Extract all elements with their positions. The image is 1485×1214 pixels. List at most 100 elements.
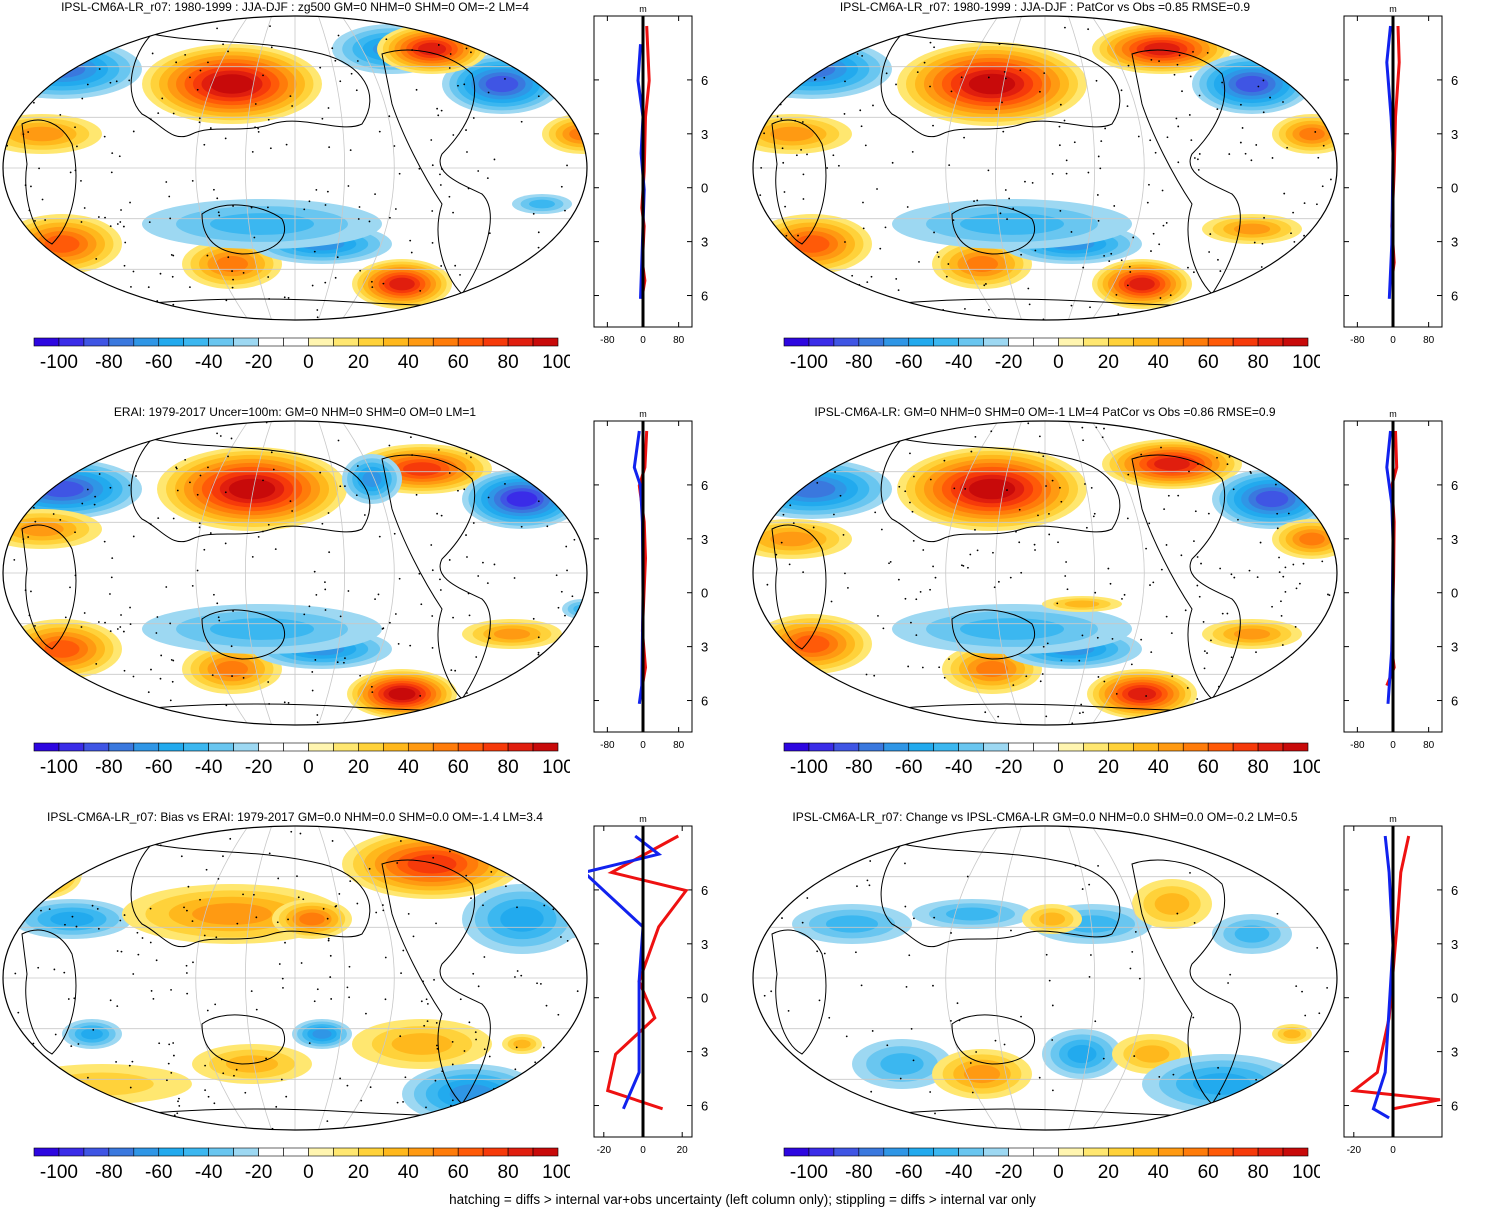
stipple-dot	[214, 1003, 217, 1006]
colorbar-tick-label: -20	[995, 1162, 1022, 1183]
colorbar-swatch	[1083, 742, 1109, 752]
stipple-dot	[231, 270, 233, 272]
stipple-dot	[1133, 1055, 1136, 1057]
zonal-mean-plot: m 60N 30N 0 30S 60S -20 0	[1343, 814, 1458, 1156]
stipple-dot	[884, 226, 887, 229]
colorbar-swatch	[507, 1147, 534, 1157]
anomaly-region	[1202, 214, 1302, 244]
stipple-dot	[203, 548, 206, 551]
stipple-dot	[278, 963, 281, 965]
map-field	[753, 826, 1337, 1130]
stipple-dot	[216, 27, 218, 30]
stipple-dot	[487, 91, 490, 94]
stipple-dot	[1327, 593, 1329, 596]
stipple-dot	[131, 1060, 134, 1063]
stipple-dot	[1160, 568, 1163, 571]
stipple-dot	[1051, 1089, 1054, 1092]
stipple-dot	[1126, 517, 1129, 520]
stipple-dot	[1092, 515, 1095, 518]
panel-title: IPSL-CM6A-LR_r07: 1980-1999 : JJA-DJF : …	[839, 0, 1251, 14]
stipple-dot	[1276, 527, 1279, 530]
stipple-dot	[1057, 541, 1059, 544]
stipple-dot	[1046, 642, 1049, 645]
stipple-dot	[465, 452, 468, 455]
map-field	[3, 421, 587, 725]
stipple-dot	[842, 533, 845, 536]
stipple-dot	[269, 147, 272, 150]
stipple-dot	[327, 939, 330, 942]
stipple-dot	[1161, 189, 1164, 192]
stipple-dot	[324, 204, 327, 206]
stipple-dot	[175, 61, 178, 64]
stipple-dot	[1188, 470, 1190, 473]
anomaly-contour	[24, 863, 60, 885]
stipple-dot	[564, 209, 566, 212]
colorbar-swatch	[482, 337, 509, 347]
colorbar-swatch	[507, 337, 534, 347]
colorbar-swatch	[783, 337, 810, 347]
anomaly-contour	[777, 56, 847, 82]
anomaly-contour	[513, 1039, 531, 1049]
anomaly-contour	[226, 1055, 278, 1073]
stipple-dot	[465, 129, 467, 131]
stipple-dot	[1033, 543, 1036, 546]
colorbar-swatch	[407, 337, 434, 347]
stipple-dot	[83, 207, 86, 209]
stipple-dot	[1012, 684, 1015, 687]
world-map	[752, 15, 1338, 321]
stipple-dot	[337, 439, 340, 442]
stipple-dot	[1210, 639, 1212, 642]
stipple-dot	[997, 580, 1000, 583]
stipple-dot	[1190, 139, 1193, 142]
stipple-dot	[856, 885, 858, 888]
panel-1: IPSL-CM6A-LR_r07: 1980-1999 : JJA-DJF : …	[0, 0, 742, 404]
stipple-dot	[270, 46, 273, 49]
stipple-dot	[110, 576, 113, 579]
stipple-dot	[316, 316, 319, 319]
stipple-dot	[516, 906, 518, 909]
stipple-dot	[81, 502, 84, 505]
stipple-dot	[363, 514, 366, 516]
stipple-dot	[119, 919, 122, 922]
stipple-dot	[334, 905, 337, 908]
stipple-dot	[346, 1084, 349, 1087]
stipple-dot	[169, 699, 172, 702]
anomaly-contour	[794, 235, 830, 253]
stipple-dot	[964, 307, 966, 310]
colorbar-swatch	[383, 742, 409, 752]
colorbar-tick-label: -60	[145, 1162, 172, 1183]
lat-label: 30S	[1451, 640, 1458, 655]
colorbar: -100 -80 -60 -40 -20 0 20 40 60 80 100	[783, 742, 1320, 778]
stipple-dot	[560, 185, 563, 188]
stipple-dot	[291, 105, 294, 107]
stipple-dot	[161, 97, 164, 100]
stipple-dot	[1302, 562, 1305, 565]
colorbar-swatch	[1083, 1147, 1109, 1157]
stipple-dot	[459, 274, 461, 276]
australia-outline	[951, 609, 1035, 660]
stipple-dot	[80, 221, 83, 223]
stipple-dot	[1196, 698, 1199, 700]
stipple-dot	[1259, 541, 1262, 544]
stipple-dot	[94, 495, 97, 498]
stipple-dot	[431, 210, 434, 212]
anomaly-region	[142, 199, 382, 249]
anomaly-region	[3, 619, 122, 679]
colorbar-swatch	[457, 1147, 484, 1157]
stipple-dot	[267, 523, 270, 526]
anomaly-region	[352, 259, 452, 309]
anomaly-region	[502, 1034, 542, 1054]
stipple-dot	[454, 669, 457, 672]
stipple-dot	[865, 673, 868, 676]
stipple-dot	[1095, 79, 1098, 82]
stipple-dot	[1150, 250, 1152, 252]
stipple-dot	[546, 525, 549, 528]
stipple-dot	[191, 920, 194, 923]
stipple-dot	[147, 286, 150, 289]
stipple-dot	[463, 1050, 466, 1052]
stipple-dot	[213, 188, 215, 191]
colorbar-swatch	[333, 742, 359, 752]
stipple-dot	[543, 904, 546, 907]
stipple-dot	[482, 904, 484, 907]
colorbar-tick-label: 20	[1098, 757, 1119, 778]
